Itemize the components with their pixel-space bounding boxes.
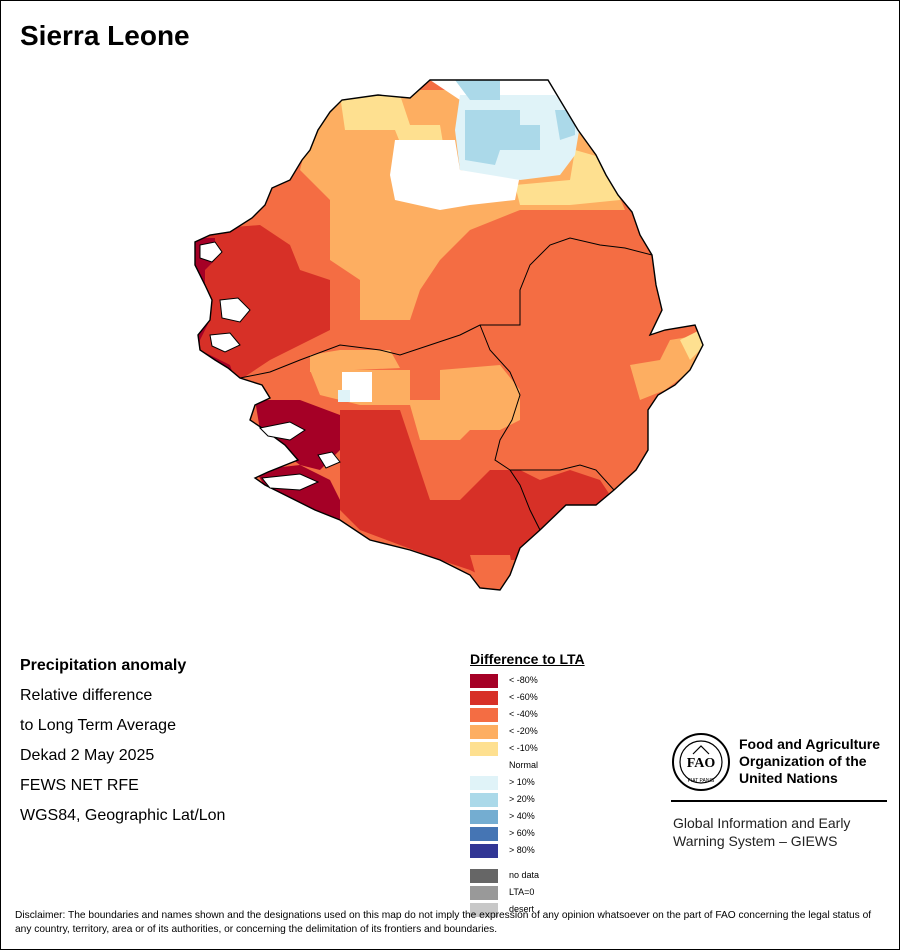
legend-item-swatch bbox=[470, 793, 498, 807]
map-data-source: FEWS NET RFE bbox=[20, 777, 139, 794]
legend-item-swatch bbox=[470, 759, 498, 773]
fao-name-line-2: Organization of the bbox=[739, 753, 867, 769]
legend-item-row: < -60% bbox=[470, 690, 585, 707]
map-date: Dekad 2 May 2025 bbox=[20, 747, 155, 764]
legend-item-row: > 80% bbox=[470, 843, 585, 860]
legend: Difference to LTA < -80% < -60% < -40% < -2… bbox=[470, 651, 585, 919]
legend-item-row: < -20% bbox=[470, 724, 585, 741]
fao-name-line-1: Food and Agriculture bbox=[739, 736, 881, 752]
legend-item-label: < -10% bbox=[509, 743, 538, 753]
disclaimer: Disclaimer: The boundaries and names sho… bbox=[15, 910, 872, 935]
country-border bbox=[194, 79, 704, 591]
legend-item-label: > 40% bbox=[509, 811, 535, 821]
legend-extra-item-swatch bbox=[470, 886, 498, 900]
fao-logo-icon: FAO FIAT PANIS bbox=[672, 733, 730, 791]
legend-item-label: Normal bbox=[509, 760, 539, 770]
giews-line-2: Warning System – GIEWS bbox=[673, 833, 838, 849]
legend-item-row: > 40% bbox=[470, 809, 585, 826]
legend-extra-item-swatch bbox=[470, 903, 498, 917]
legend-item-swatch bbox=[470, 776, 498, 790]
legend-extra-item-swatch bbox=[470, 869, 498, 883]
legend-item-row: > 60% bbox=[470, 826, 585, 843]
legend-item-swatch bbox=[470, 691, 498, 705]
legend-item-label: < -20% bbox=[509, 726, 538, 736]
fao-name-line-3: United Nations bbox=[739, 770, 838, 786]
legend-item-label: > 60% bbox=[509, 828, 535, 838]
anomaly-grid bbox=[195, 80, 703, 590]
fao-logo-motto: FIAT PANIS bbox=[688, 778, 715, 784]
map-subject: Precipitation anomaly bbox=[20, 657, 187, 674]
legend-extra-items: no data LTA=0 desert bbox=[470, 868, 585, 919]
legend-item-swatch bbox=[470, 725, 498, 739]
map-info-block: Precipitation anomaly Relative differenc… bbox=[20, 655, 225, 835]
legend-item-swatch bbox=[470, 708, 498, 722]
legend-extra-item-label: no data bbox=[509, 870, 540, 880]
legend-item-label: > 80% bbox=[509, 845, 535, 855]
fao-organization-name: Food and Agriculture Organization of the… bbox=[739, 736, 880, 787]
legend-item-swatch bbox=[470, 674, 498, 688]
legend-item-swatch bbox=[470, 827, 498, 841]
legend-item-label: < -40% bbox=[509, 709, 538, 719]
coastal-detail bbox=[199, 241, 341, 491]
legend-item-row: < -40% bbox=[470, 707, 585, 724]
legend-title: Difference to LTA bbox=[470, 651, 585, 667]
fao-logo-text: FAO bbox=[687, 756, 716, 771]
legend-item-row: Normal bbox=[470, 758, 585, 775]
legend-extra-item-row: desert bbox=[470, 902, 585, 919]
legend-item-label: < -80% bbox=[509, 675, 538, 685]
legend-item-label: < -60% bbox=[509, 692, 538, 702]
map-description-2: to Long Term Average bbox=[20, 717, 176, 734]
map-description-1: Relative difference bbox=[20, 687, 153, 704]
map-title: Sierra Leone bbox=[20, 20, 190, 51]
legend-items: < -80% < -60% < -40% < -20% < -10% Normal > 10… bbox=[470, 673, 585, 860]
legend-item-row: < -80% bbox=[470, 673, 585, 690]
fao-divider bbox=[671, 800, 887, 802]
legend-item-row: > 20% bbox=[470, 792, 585, 809]
legend-item-row: < -10% bbox=[470, 741, 585, 758]
legend-extra-item-row: no data bbox=[470, 868, 585, 885]
legend-extra-item-label: desert bbox=[509, 904, 535, 914]
legend-item-label: > 10% bbox=[509, 777, 535, 787]
legend-extra-item-row: LTA=0 bbox=[470, 885, 585, 902]
legend-extra-item-label: LTA=0 bbox=[509, 887, 535, 897]
legend-item-swatch bbox=[470, 742, 498, 756]
province-boundaries bbox=[239, 237, 653, 531]
map-projection: WGS84, Geographic Lat/Lon bbox=[20, 807, 226, 824]
giews-name: Global Information and Early Warning Sys… bbox=[673, 814, 888, 850]
legend-item-row: > 10% bbox=[470, 775, 585, 792]
legend-item-swatch bbox=[470, 844, 498, 858]
legend-item-swatch bbox=[470, 810, 498, 824]
legend-item-label: > 20% bbox=[509, 794, 535, 804]
giews-line-1: Global Information and Early bbox=[673, 815, 851, 831]
